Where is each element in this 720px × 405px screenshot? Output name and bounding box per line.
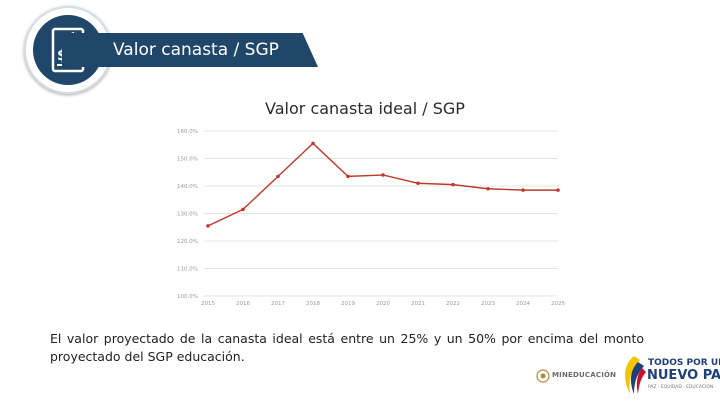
- x-tick-label: 2020: [376, 301, 390, 307]
- x-tick-label: 2017: [271, 301, 285, 307]
- y-tick-label: 110.0%: [177, 267, 198, 273]
- data-point: [521, 188, 525, 192]
- x-tick-label: 2022: [446, 301, 460, 307]
- data-point: [276, 174, 280, 179]
- y-tick-label: 160.0%: [177, 129, 198, 135]
- data-point: [311, 141, 315, 146]
- data-point: [346, 174, 350, 179]
- y-tick-label: 120.0%: [177, 239, 198, 245]
- data-point: [206, 224, 210, 228]
- x-tick-label: 2019: [341, 301, 355, 307]
- coat-of-arms-icon: [536, 369, 550, 383]
- campaign-line-1: TODOS POR UN: [648, 358, 720, 368]
- nuevo-pais-logo: TODOS POR UN NUEVO PAÍS PAZ · EQUIDAD · …: [620, 354, 720, 400]
- x-tick-label: 2021: [411, 301, 425, 307]
- y-tick-label: 130.0%: [177, 212, 198, 218]
- x-tick-label: 2018: [306, 301, 320, 307]
- ministry-label: MINEDUCACIÓN: [552, 371, 617, 379]
- x-tick-label: 2016: [236, 301, 250, 307]
- mineducacion-logo: MINEDUCACIÓN: [536, 365, 616, 387]
- y-tick-label: 150.0%: [177, 157, 198, 163]
- description-text: El valor proyectado de la canasta ideal …: [50, 331, 644, 364]
- x-tick-label: 2025: [551, 301, 565, 307]
- x-tick-label: 2023: [481, 301, 495, 307]
- header-band: [62, 33, 318, 67]
- line-chart: 100.0% 110.0% 120.0% 130.0% 140.0% 150.0% 160.…: [177, 129, 565, 307]
- y-tick-label: 100.0%: [177, 294, 198, 300]
- data-point: [556, 188, 560, 192]
- data-point: [416, 181, 420, 186]
- campaign-line-3: PAZ · EQUIDAD · EDUCACIÓN: [648, 385, 714, 390]
- x-tick-label: 2015: [201, 301, 215, 307]
- data-point: [451, 182, 455, 187]
- campaign-line-2: NUEVO PAÍS: [647, 368, 720, 383]
- x-tick-label: 2024: [516, 301, 530, 307]
- y-tick-label: 140.0%: [177, 184, 198, 190]
- data-point: [486, 186, 490, 191]
- page-title: Valor canasta / SGP: [113, 40, 279, 60]
- chart-title: Valor canasta ideal / SGP: [265, 99, 465, 118]
- data-point: [381, 173, 385, 177]
- data-point: [241, 207, 245, 212]
- flag-swoosh-icon: [625, 356, 646, 394]
